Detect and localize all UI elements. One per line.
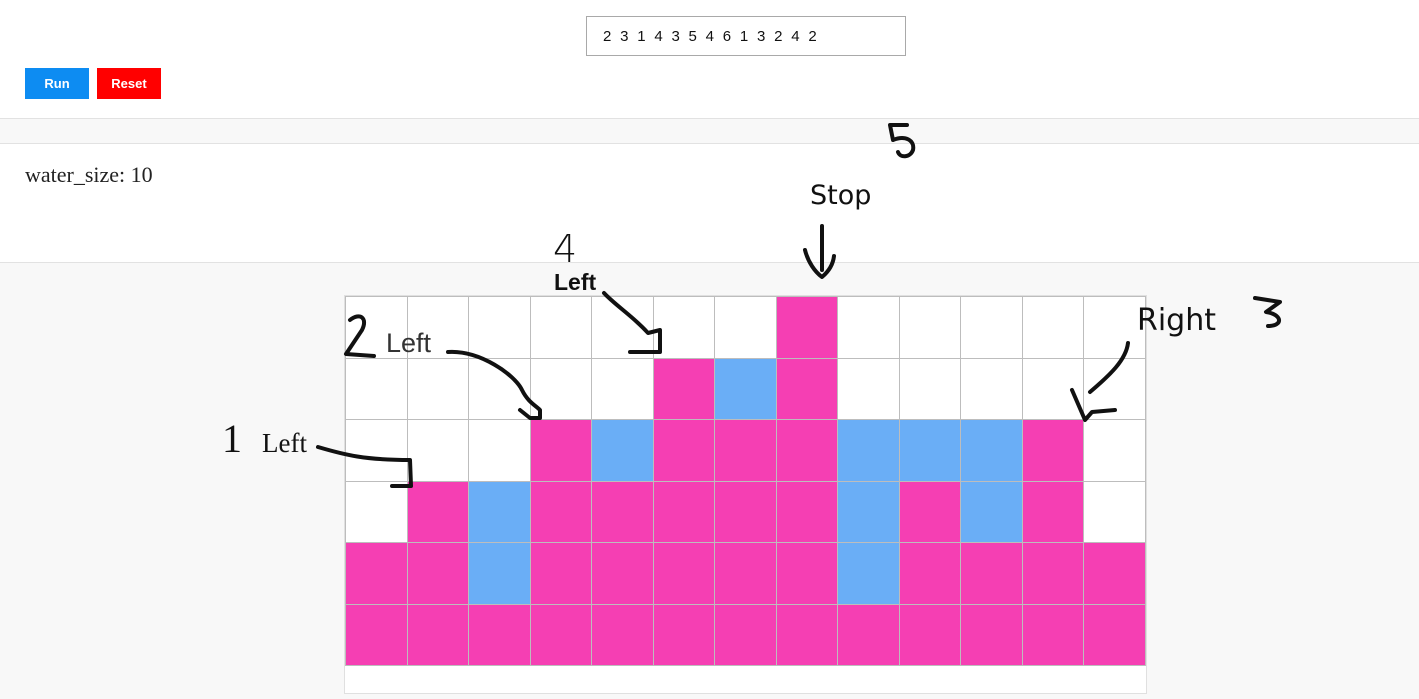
- grid-cell-bar: [775, 357, 838, 420]
- grid-cell-water: [837, 542, 900, 605]
- grid-cell-water: [468, 542, 531, 605]
- grid-cell-bar: [775, 603, 838, 666]
- grid-cell-bar: [652, 542, 715, 605]
- grid-cell-empty: [960, 296, 1023, 359]
- grid-cell-bar: [714, 542, 777, 605]
- grid-cell-empty: [468, 296, 531, 359]
- grid-cell-bar: [960, 603, 1023, 666]
- grid-cell-bar: [898, 542, 961, 605]
- grid-cell-bar: [714, 480, 777, 543]
- grid-cell-bar: [345, 603, 408, 666]
- annotation-number-1: 1: [222, 416, 242, 461]
- grid-cell-bar: [345, 542, 408, 605]
- grid-cell-water: [591, 419, 654, 482]
- grid-cell-bar: [652, 357, 715, 420]
- result-panel: water_size: 10: [0, 143, 1419, 263]
- grid-cell-empty: [345, 480, 408, 543]
- grid-cell-water: [898, 419, 961, 482]
- grid-cell-bar: [591, 542, 654, 605]
- grid-cell-empty: [345, 296, 408, 359]
- grid-cell-empty: [898, 357, 961, 420]
- grid-cell-empty: [591, 357, 654, 420]
- grid-cell-empty: [837, 357, 900, 420]
- grid-cell-empty: [898, 296, 961, 359]
- grid-cell-empty: [960, 357, 1023, 420]
- grid-cell-empty: [1021, 296, 1084, 359]
- numeral-3-stroke: [1253, 296, 1282, 328]
- grid-cell-water: [468, 480, 531, 543]
- grid-cell-bar: [406, 480, 469, 543]
- grid-cell-empty: [1083, 296, 1146, 359]
- grid-cell-water: [837, 419, 900, 482]
- grid-cell-empty: [714, 296, 777, 359]
- grid-cell-bar: [898, 480, 961, 543]
- annotation-right: Right: [1137, 303, 1216, 338]
- grid-cell-empty: [406, 419, 469, 482]
- grid-cell-bar: [529, 419, 592, 482]
- run-button[interactable]: Run: [25, 68, 89, 99]
- grid-cell-bar: [898, 603, 961, 666]
- grid-cell-bar: [529, 542, 592, 605]
- grid-cell-empty: [1083, 357, 1146, 420]
- grid-cell-bar: [775, 296, 838, 359]
- grid-cell-empty: [529, 357, 592, 420]
- grid-cell-bar: [406, 542, 469, 605]
- grid-cell-bar: [775, 419, 838, 482]
- grid-cell-empty: [591, 296, 654, 359]
- grid-cell-bar: [775, 480, 838, 543]
- grid-cell-empty: [1083, 419, 1146, 482]
- grid-cell-empty: [406, 296, 469, 359]
- grid-cell-bar: [1021, 542, 1084, 605]
- grid-cell-bar: [529, 480, 592, 543]
- grid-cell-empty: [468, 419, 531, 482]
- grid-cell-bar: [714, 419, 777, 482]
- grid-cell-bar: [1021, 480, 1084, 543]
- grid-cell-bar: [837, 603, 900, 666]
- grid-cell-water: [960, 419, 1023, 482]
- reset-button[interactable]: Reset: [97, 68, 161, 99]
- grid-cell-bar: [468, 603, 531, 666]
- grid-cell-empty: [529, 296, 592, 359]
- controls-panel: Run Reset: [0, 0, 1419, 119]
- elevation-grid-container: [344, 295, 1147, 694]
- grid-cell-bar: [960, 542, 1023, 605]
- annotation-left-1: Left: [262, 428, 307, 458]
- grid-cell-empty: [468, 357, 531, 420]
- grid-cell-bar: [406, 603, 469, 666]
- grid-cell-bar: [1021, 603, 1084, 666]
- heights-input[interactable]: [586, 16, 906, 56]
- grid-cell-empty: [345, 357, 408, 420]
- grid-cell-bar: [652, 419, 715, 482]
- grid-cell-bar: [1083, 603, 1146, 666]
- grid-cell-empty: [1021, 357, 1084, 420]
- grid-cell-water: [960, 480, 1023, 543]
- grid-cell-water: [714, 357, 777, 420]
- grid-cell-empty: [1083, 480, 1146, 543]
- grid-cell-empty: [837, 296, 900, 359]
- water-size-result: water_size: 10: [25, 162, 153, 187]
- grid-cell-bar: [652, 603, 715, 666]
- grid-cell-bar: [591, 480, 654, 543]
- grid-cell-bar: [652, 480, 715, 543]
- grid-cell-water: [837, 480, 900, 543]
- grid-cell-bar: [1021, 419, 1084, 482]
- grid-cell-bar: [591, 603, 654, 666]
- grid-cell-bar: [714, 603, 777, 666]
- grid-cell-bar: [1083, 542, 1146, 605]
- annotation-left-4: Left: [554, 269, 597, 295]
- grid-cell-empty: [345, 419, 408, 482]
- grid-cell-bar: [775, 542, 838, 605]
- grid-cell-bar: [529, 603, 592, 666]
- grid-cell-empty: [406, 357, 469, 420]
- grid-cell-empty: [652, 296, 715, 359]
